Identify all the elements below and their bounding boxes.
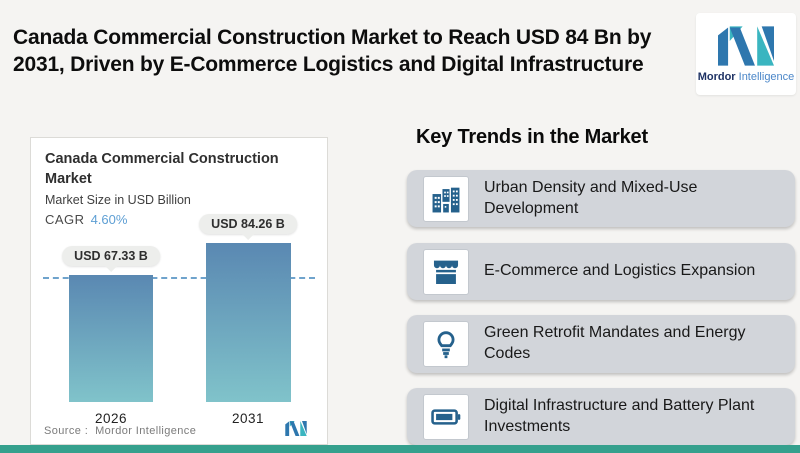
x-tick-2026: 2026 <box>94 411 128 426</box>
reference-dashed-line <box>43 277 315 279</box>
trend-card-green-retrofit: Green Retrofit Mandates and Energy Codes <box>407 315 795 373</box>
page-title: Canada Commercial Construction Market to… <box>13 24 691 79</box>
cagr-label: CAGR <box>45 212 85 227</box>
mordor-logo-icon <box>718 25 774 66</box>
footer-accent-bar <box>0 445 800 453</box>
battery-icon <box>423 393 469 440</box>
trends-heading: Key Trends in the Market <box>416 126 648 148</box>
mordor-intelligence-logo: Mordor Intelligence <box>696 13 796 95</box>
trend-label: Urban Density and Mixed-Use Development <box>484 178 698 217</box>
market-size-chart-card: Canada Commercial Construction Market Ma… <box>30 137 328 445</box>
bar-2026 <box>69 275 153 402</box>
value-label-2031: USD 84.26 B <box>199 214 297 234</box>
chart-subtitle: Market Size in USD Billion <box>45 193 191 207</box>
mordor-mini-logo-icon <box>285 421 307 436</box>
trend-label: E-Commerce and Logistics Expansion <box>484 262 756 280</box>
cagr-row: CAGR 4.60% <box>45 212 127 227</box>
lightbulb-icon <box>423 321 469 367</box>
trend-label: Green Retrofit Mandates and Energy Codes <box>484 324 746 362</box>
trend-card-urban-density: Urban Density and Mixed-Use Development <box>407 170 795 227</box>
x-tick-2031: 2031 <box>231 411 265 426</box>
page-title-line-1: Canada Commercial Construction Market to… <box>13 26 652 49</box>
storefront-icon <box>423 248 469 295</box>
logo-wordmark: Mordor Intelligence <box>698 71 795 83</box>
page-title-line-2: 2031, Driven by E-Commerce Logistics and… <box>13 53 644 77</box>
value-label-2026: USD 67.33 B <box>62 246 160 266</box>
trend-card-ecommerce: E-Commerce and Logistics Expansion <box>407 243 795 300</box>
logo-word-intelligence: Intelligence <box>735 70 795 83</box>
buildings-icon <box>423 175 469 222</box>
logo-word-mordor: Mordor <box>697 70 736 83</box>
cagr-value: 4.60% <box>90 212 128 227</box>
chart-title: Canada Commercial Construction Market <box>45 151 279 187</box>
trend-card-digital-infrastructure: Digital Infrastructure and Battery Plant… <box>407 388 795 445</box>
trend-label: Digital Infrastructure and Battery Plant… <box>484 396 755 435</box>
source-attribution: Source : Mordor Intelligence <box>44 425 197 437</box>
bar-2031 <box>206 243 291 402</box>
